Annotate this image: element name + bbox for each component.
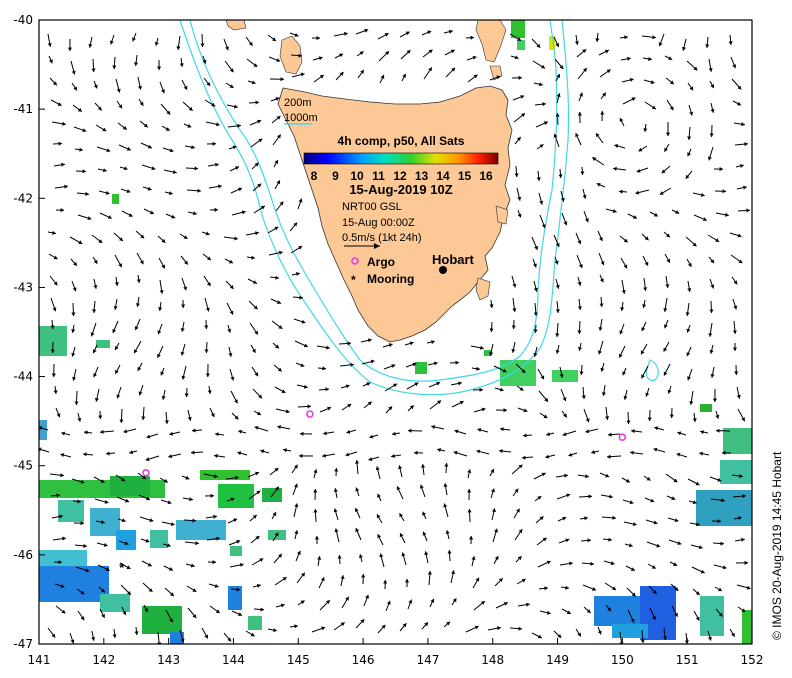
- credit-text: © IMOS 20-Aug-2019 14:45 Hobart: [770, 451, 784, 640]
- colorbar-title: 4h comp, p50, All Sats: [338, 134, 465, 148]
- mooring-marker: *: [119, 560, 125, 575]
- hobart-marker: Hobart: [432, 252, 475, 274]
- lon-tick-label: 148: [481, 653, 504, 667]
- lat-tick-label: -44: [13, 370, 33, 384]
- lat-tick-label: -42: [13, 191, 33, 205]
- argo-float-marker: [306, 410, 314, 418]
- moorings: *: [119, 560, 125, 575]
- bathymetry-contours: [179, 20, 659, 396]
- lon-tick-label: 151: [676, 653, 699, 667]
- argo-legend: Argo: [351, 255, 395, 269]
- mooring-legend: * Mooring: [351, 272, 414, 287]
- current-time-label: 15-Aug 00:00Z: [342, 217, 415, 229]
- colorbar-tick-label: 15: [458, 169, 472, 183]
- mooring-label: Mooring: [367, 272, 414, 286]
- lat-tick-label: -41: [13, 102, 33, 116]
- lon-tick-label: 147: [416, 653, 439, 667]
- depth-legend: 200m 1000m: [284, 97, 318, 125]
- colorbar-tick-label: 13: [415, 169, 429, 183]
- vector-scale-label: 0.5m/s (1kt 24h): [342, 232, 421, 244]
- lat-tick-label: -43: [13, 280, 33, 294]
- longitude-axis: 141 142 143 144 145 146 147 148 149 150 151 152: [28, 638, 764, 667]
- lat-tick-label: -40: [13, 13, 33, 27]
- lat-tick-label: -47: [13, 637, 33, 651]
- lon-tick-label: 152: [741, 653, 764, 667]
- sst-colorbar: [303, 152, 499, 165]
- lon-tick-label: 146: [352, 653, 375, 667]
- lat-tick-label: -46: [13, 548, 33, 562]
- argo-icon: [351, 257, 359, 265]
- colorbar-tick-label: 16: [479, 169, 493, 183]
- lon-tick-label: 141: [28, 653, 51, 667]
- colorbar-tick-label: 14: [436, 169, 450, 183]
- colorbar-tick-label: 12: [393, 169, 407, 183]
- plot-frame: [38, 19, 753, 645]
- argo-floats: [142, 410, 627, 477]
- lon-tick-label: 145: [287, 653, 310, 667]
- hobart-label: Hobart: [432, 252, 475, 267]
- sst-patches: [39, 20, 752, 644]
- argo-float-marker: [618, 433, 627, 441]
- current-vectors: [39, 28, 751, 644]
- lon-tick-label: 142: [92, 653, 115, 667]
- argo-label: Argo: [367, 255, 395, 269]
- hobart-dot-icon: [439, 266, 447, 274]
- lat-tick-label: -45: [13, 459, 33, 473]
- latitude-axis: -40 -41 -42 -43 -44 -45 -46 -47: [13, 13, 45, 651]
- lon-tick-label: 150: [611, 653, 634, 667]
- colorbar-tick-label: 11: [372, 169, 385, 183]
- lon-tick-label: 149: [546, 653, 569, 667]
- lon-tick-label: 143: [157, 653, 180, 667]
- product-label: NRT00 GSL: [342, 201, 402, 213]
- depth-200-label: 200m: [284, 97, 312, 109]
- mooring-icon: *: [351, 273, 356, 287]
- colorbar-tick-label: 9: [332, 169, 339, 183]
- vector-scale-arrow: [344, 243, 380, 249]
- colorbar-tick-label: 8: [311, 169, 318, 183]
- colorbar-tick-label: 10: [350, 169, 364, 183]
- depth-1000-label: 1000m: [284, 112, 318, 124]
- map-date: 15-Aug-2019 10Z: [349, 182, 452, 197]
- lon-tick-label: 144: [222, 653, 245, 667]
- colorbar-ticks: 8 9 10 11 12 13 14 15 16: [311, 169, 493, 183]
- argo-float-marker: [142, 469, 150, 477]
